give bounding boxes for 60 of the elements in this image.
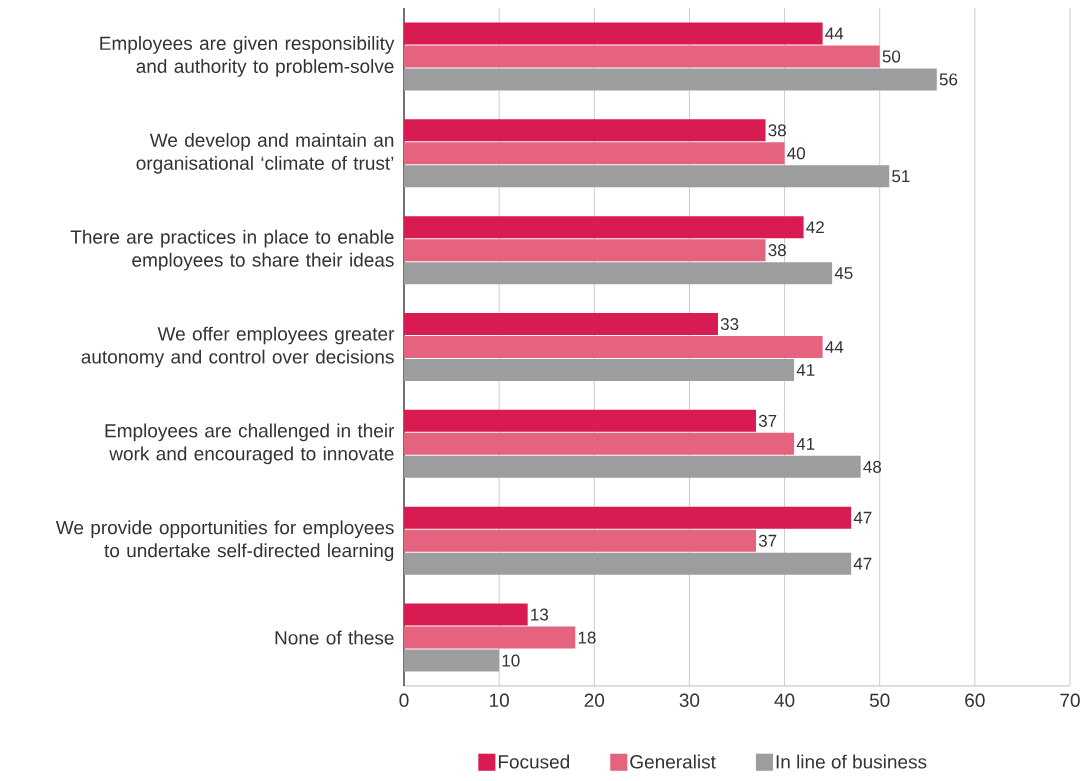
x-tick-label: 60 — [965, 693, 985, 707]
bar — [404, 239, 766, 262]
bar — [404, 626, 576, 649]
data-label: 38 — [768, 244, 786, 257]
data-label: 40 — [787, 147, 806, 160]
legend-label: Generalist — [630, 754, 716, 769]
data-label: 48 — [863, 460, 882, 473]
bar — [404, 432, 795, 455]
bar — [404, 45, 880, 68]
data-label: 18 — [578, 631, 596, 644]
bar — [404, 649, 500, 672]
bar — [404, 22, 823, 45]
x-tick-label: 70 — [1060, 693, 1080, 707]
bar — [404, 262, 833, 285]
data-label: 44 — [825, 341, 844, 353]
bar — [404, 603, 528, 626]
data-label: 10 — [502, 654, 520, 667]
bar — [404, 455, 861, 478]
bar — [404, 506, 852, 529]
data-label: 38 — [768, 124, 786, 137]
legend-label: In line of business — [776, 754, 927, 769]
bar — [404, 552, 852, 575]
y-tick-label: None of these — [275, 630, 394, 645]
data-label: 50 — [882, 50, 901, 63]
x-tick-label: 10 — [490, 693, 509, 707]
data-label: 51 — [892, 170, 910, 183]
x-tick-label: 0 — [399, 693, 409, 707]
data-label: 37 — [758, 534, 777, 547]
bar — [404, 165, 890, 188]
y-tick-label: We provide opportunities for employees to undertake self-directed learning — [55, 520, 394, 562]
y-tick-label: Employees are given responsibility and authority to problem-solve — [100, 36, 395, 77]
data-label: 45 — [834, 267, 853, 280]
bar — [404, 409, 757, 432]
data-label: 42 — [806, 221, 824, 234]
bar — [404, 68, 937, 91]
data-label: 41 — [796, 438, 815, 450]
y-tick-label: Employees are challenged in their work and encouraged to innovate — [105, 423, 395, 465]
y-tick-label: We offer employees greater autonomy and control over decisions — [81, 326, 395, 368]
bar — [404, 529, 757, 552]
bar — [404, 142, 785, 165]
y-tick-label: We develop and maintain an organisational ‘climate of trust’ — [136, 132, 394, 174]
bar — [404, 359, 795, 381]
x-tick-label: 20 — [584, 693, 605, 707]
data-label: 44 — [825, 27, 844, 40]
data-label: 13 — [531, 608, 549, 621]
legend-label: Focused — [498, 754, 570, 769]
x-tick-label: 50 — [869, 693, 890, 707]
bar — [404, 336, 823, 358]
data-label: 47 — [853, 557, 872, 570]
y-tick-label: There are practices in place to enable employees to share their ideas — [70, 229, 394, 271]
x-tick-label: 30 — [679, 693, 700, 707]
x-tick-label: 40 — [774, 693, 795, 707]
bar — [404, 216, 804, 239]
data-label: 33 — [720, 317, 739, 331]
data-label: 37 — [758, 414, 777, 427]
data-label: 56 — [939, 73, 958, 86]
bar — [404, 119, 766, 142]
data-label: 41 — [796, 364, 815, 376]
bar — [404, 313, 718, 335]
data-label: 47 — [853, 511, 872, 524]
